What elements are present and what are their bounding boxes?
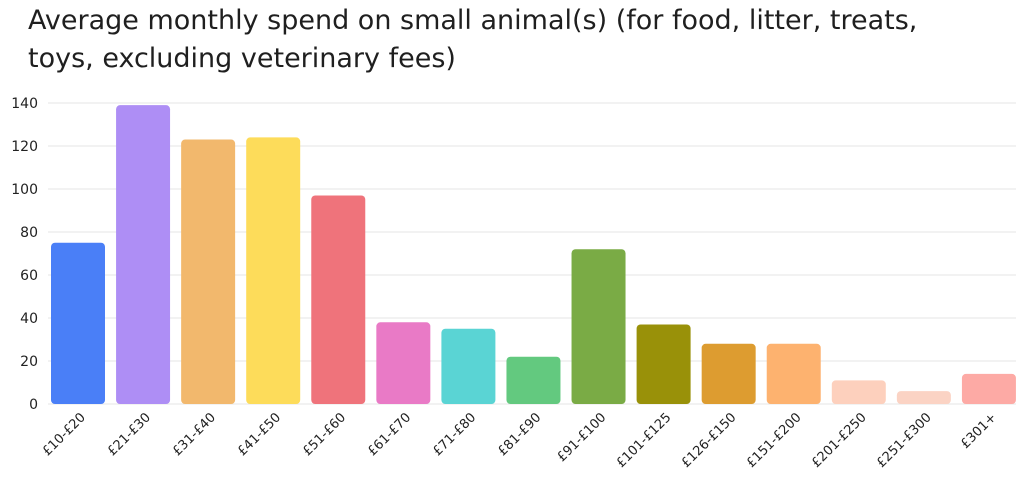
bar xyxy=(701,343,756,404)
bar xyxy=(181,139,236,405)
x-tick-label: £251-£300 xyxy=(874,410,935,471)
x-tick-label: £31-£40 xyxy=(170,410,219,459)
x-tick-label: £71-£80 xyxy=(430,410,479,459)
x-tick-label: £51-£60 xyxy=(300,410,349,459)
x-tick-label: £301+ xyxy=(958,410,1000,452)
y-tick-label: 100 xyxy=(11,182,38,198)
bars xyxy=(51,105,1016,405)
y-tick-label: 20 xyxy=(20,354,38,370)
bar xyxy=(506,356,561,404)
y-tick-label: 60 xyxy=(20,268,38,284)
bar xyxy=(376,322,431,404)
bar xyxy=(51,242,105,404)
x-tick-label: £151-£200 xyxy=(744,410,805,471)
x-tick-label: £21-£30 xyxy=(105,410,154,459)
bar xyxy=(766,343,821,404)
bar xyxy=(246,137,301,404)
x-tick-label: £201-£250 xyxy=(809,410,870,471)
bar xyxy=(636,324,691,404)
x-tick-label: £126-£150 xyxy=(679,410,740,471)
y-tick-label: 0 xyxy=(29,397,38,413)
y-tick-label: 40 xyxy=(20,311,38,327)
y-tick-label: 140 xyxy=(11,96,38,112)
bar xyxy=(571,249,626,404)
x-tick-label: £101-£125 xyxy=(614,410,675,471)
bar xyxy=(831,380,886,404)
chart-title: Average monthly spend on small animal(s)… xyxy=(28,5,918,74)
x-tick-label: £61-£70 xyxy=(365,410,414,459)
y-axis-ticks: 0 20 40 60 80 100 120 140 xyxy=(11,96,38,413)
y-tick-label: 120 xyxy=(11,139,38,155)
bar xyxy=(896,391,951,404)
bar xyxy=(961,373,1016,404)
bar xyxy=(441,328,496,404)
bar xyxy=(116,105,171,405)
x-axis-labels: £10-£20 £21-£30 £31-£40 £41-£50 £51-£60 £61-£… xyxy=(40,410,1000,471)
y-tick-label: 80 xyxy=(20,225,38,241)
x-tick-label: £41-£50 xyxy=(235,410,284,459)
x-tick-label: £10-£20 xyxy=(40,410,89,459)
bar xyxy=(311,195,366,404)
x-tick-label: £81-£90 xyxy=(495,410,544,459)
x-tick-label: £91-£100 xyxy=(554,410,609,465)
